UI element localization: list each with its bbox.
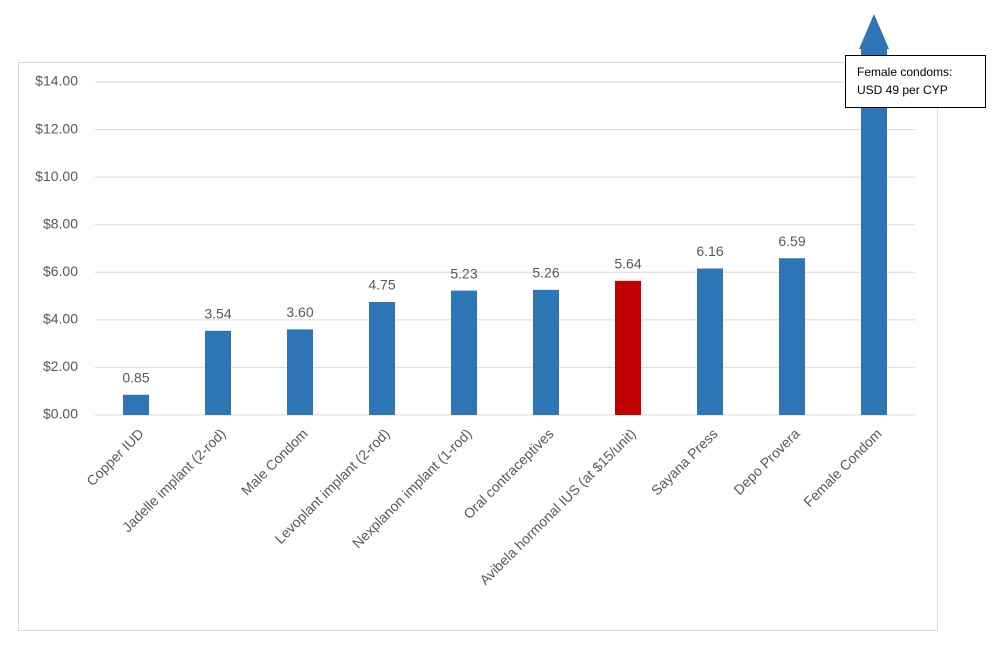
annotation-box	[845, 55, 986, 108]
y-tick-label: $12.00	[35, 120, 78, 136]
annotation-text: USD 49 per CYP	[857, 83, 948, 97]
bar	[369, 302, 395, 415]
bar	[287, 329, 313, 415]
bar	[615, 280, 641, 415]
y-tick-label: $8.00	[43, 215, 78, 231]
data-label: 6.16	[696, 243, 723, 259]
data-label: 5.23	[450, 265, 477, 281]
bar	[533, 289, 559, 415]
y-tick-label: $4.00	[43, 311, 78, 327]
data-label: 5.64	[614, 256, 641, 272]
bar	[123, 394, 149, 415]
bar	[779, 258, 805, 415]
annotation-text: Female condoms:	[857, 65, 952, 79]
data-label: 0.85	[122, 369, 149, 385]
data-label: 3.60	[286, 304, 313, 320]
bar	[861, 48, 887, 415]
data-label: 4.75	[368, 277, 395, 293]
y-tick-label: $14.00	[35, 73, 78, 89]
bar	[451, 290, 477, 415]
data-label: 6.59	[778, 233, 805, 249]
y-tick-label: $10.00	[35, 168, 78, 184]
bar	[205, 330, 231, 415]
y-tick-label: $2.00	[43, 358, 78, 374]
bar	[697, 268, 723, 415]
data-label: 5.26	[532, 265, 559, 281]
y-tick-label: $6.00	[43, 263, 78, 279]
y-tick-label: $0.00	[43, 406, 78, 422]
data-label: 3.54	[204, 306, 231, 322]
overflow-arrow	[859, 14, 889, 49]
